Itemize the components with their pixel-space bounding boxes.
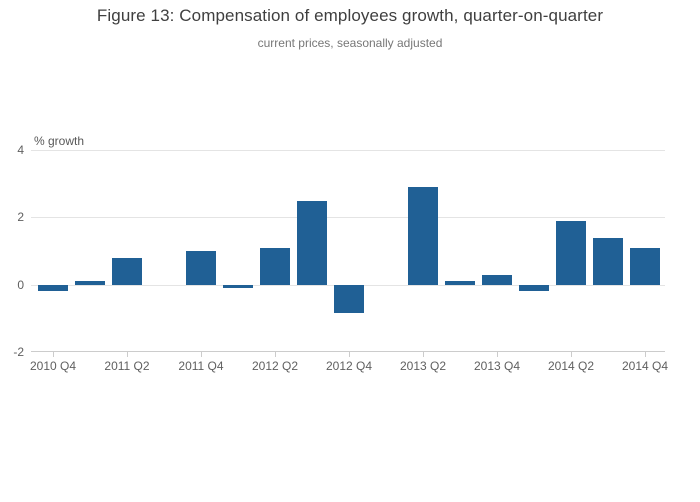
bar-2010-Q4: [38, 284, 68, 292]
gridline-y2: [31, 217, 665, 218]
x-tick-label-2010-Q4: 2010 Q4: [29, 359, 77, 373]
x-tick-mark-2012-Q2: [275, 352, 276, 357]
x-tick-mark-2013-Q4: [497, 352, 498, 357]
chart-title: Figure 13: Compensation of employees gro…: [96, 6, 604, 25]
x-tick-mark-2014-Q2: [571, 352, 572, 357]
x-tick-mark-2013-Q2: [423, 352, 424, 357]
x-tick-label-2012-Q4: 2012 Q4: [325, 359, 373, 373]
chart-subtitle: current prices, seasonally adjusted: [257, 36, 443, 50]
x-tick-label-2011-Q4: 2011 Q4: [178, 359, 224, 373]
gridline-y4: [31, 150, 665, 151]
x-tick-mark-2011-Q2: [127, 352, 128, 357]
x-tick-mark-2012-Q4: [349, 352, 350, 357]
y-tick-label--2: -2: [13, 345, 24, 359]
x-tick-mark-2014-Q4: [645, 352, 646, 357]
x-tick-mark-2010-Q4: [53, 352, 54, 357]
bar-2014-Q4: [630, 247, 660, 285]
bar-2014-Q1: [519, 284, 549, 292]
bar-2014-Q3: [593, 237, 623, 285]
plot-area: % growth 4 2 0 -2 2010 Q4 2011 Q2 2011 Q4 2012 …: [13, 134, 668, 373]
bar-2013-Q3: [445, 281, 475, 285]
x-tick-label-2013-Q2: 2013 Q2: [399, 359, 447, 373]
x-tick-label-2014-Q2: 2014 Q2: [547, 359, 595, 373]
x-tick-label-2011-Q2: 2011 Q2: [104, 359, 150, 373]
bar-2011-Q4: [186, 251, 216, 285]
bar-2012-Q2: [260, 247, 290, 285]
y-axis-title: % growth: [34, 134, 85, 148]
x-tick-label-2012-Q2: 2012 Q2: [251, 359, 299, 373]
bar-2014-Q2: [556, 220, 586, 285]
y-tick-label-0: 0: [17, 278, 24, 292]
bar-2013-Q2: [408, 187, 438, 285]
bar-2012-Q4: [334, 284, 364, 314]
y-tick-label-2: 2: [17, 210, 24, 224]
bar-2012-Q3: [297, 200, 327, 285]
x-axis-line: [31, 351, 665, 352]
x-tick-label-2013-Q4: 2013 Q4: [473, 359, 521, 373]
bar-2012-Q1: [223, 284, 253, 289]
bar-2011-Q1: [75, 281, 105, 285]
bar-2011-Q2: [112, 257, 142, 285]
y-tick-label-4: 4: [17, 143, 24, 157]
x-tick-label-2014-Q4: 2014 Q4: [621, 359, 669, 373]
x-tick-mark-2011-Q4: [201, 352, 202, 357]
bar-2013-Q4: [482, 274, 512, 285]
